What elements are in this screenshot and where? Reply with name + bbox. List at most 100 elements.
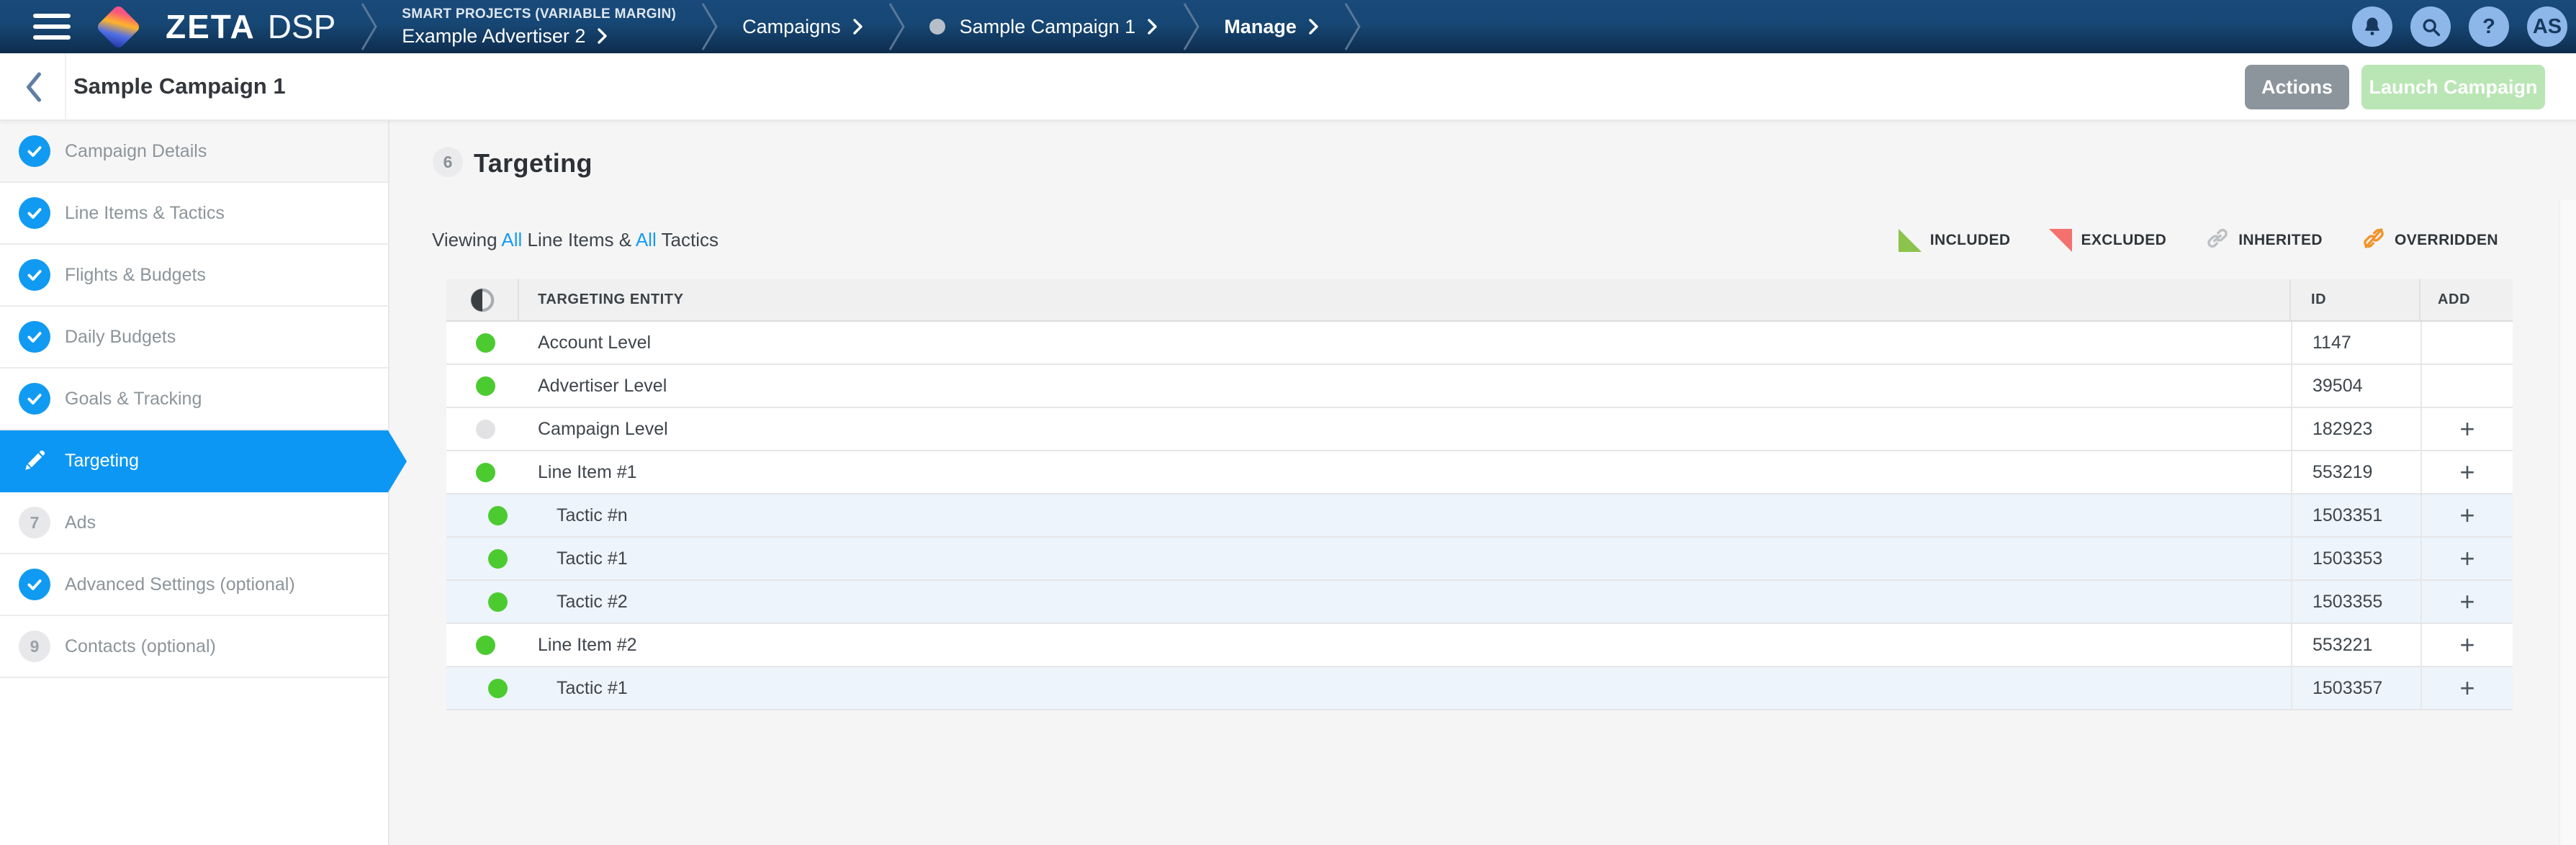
table-header-status [446, 279, 519, 320]
check-circle-icon [19, 569, 50, 600]
avatar[interactable]: AS [2527, 6, 2567, 47]
campaign-steps-sidebar: Campaign Details Line Items & Tactics Fl… [0, 121, 407, 845]
status-dot [476, 333, 495, 353]
chevron-right-icon [852, 19, 863, 35]
sidebar-item-label: Flights & Budgets [65, 264, 206, 285]
step-number-badge: 6 [433, 147, 463, 177]
entity-id: 1503353 [2291, 538, 2420, 579]
viewing-filter-line: Viewing All Line Items & All Tactics [432, 229, 719, 251]
add-targeting-button[interactable]: + [2459, 414, 2475, 443]
breadcrumb-manage[interactable]: Manage [1224, 16, 1319, 38]
avatar-initials: AS [2532, 14, 2562, 38]
search-button[interactable] [2410, 6, 2451, 47]
status-dot [476, 419, 495, 439]
top-nav: ZETA DSP SMART PROJECTS (VARIABLE MARGIN… [0, 0, 2576, 53]
entity-id: 1503351 [2291, 494, 2420, 536]
targeting-table: TARGETING ENTITY ID ADD Account Level 11… [446, 279, 2513, 710]
help-button[interactable]: ? [2469, 6, 2509, 47]
entity-id: 1503357 [2291, 667, 2420, 709]
sidebar-item-daily-budgets[interactable]: Daily Budgets [0, 307, 388, 369]
sidebar-item-goals-tracking[interactable]: Goals & Tracking [0, 369, 388, 430]
scrollbar[interactable] [2559, 200, 2576, 845]
entity-id: 553221 [2291, 624, 2420, 666]
entity-label: Line Item #1 [538, 461, 637, 482]
page-title: Sample Campaign 1 [73, 73, 286, 99]
table-header-add: ADD [2438, 292, 2471, 307]
table-row[interactable]: Tactic #2 1503355 + [446, 581, 2513, 624]
chevron-right-icon [1148, 19, 1158, 35]
entity-label: Line Item #2 [538, 634, 637, 655]
sidebar-item-contacts-optional[interactable]: 9 Contacts (optional) [0, 616, 388, 678]
status-dot [488, 505, 508, 525]
add-targeting-button[interactable]: + [2459, 673, 2475, 702]
breadcrumb-separator-icon [701, 3, 718, 50]
legend-label: OVERRIDDEN [2394, 231, 2498, 248]
chain-link-icon [2205, 226, 2230, 254]
breadcrumb-advertiser[interactable]: SMART PROJECTS (VARIABLE MARGIN) Example… [402, 6, 676, 48]
chevron-right-icon [598, 28, 608, 44]
add-targeting-button[interactable]: + [2459, 587, 2475, 616]
chevron-left-icon [27, 72, 41, 102]
sidebar-item-campaign-details[interactable]: Campaign Details [0, 121, 388, 183]
table-row[interactable]: Advertiser Level 39504 [446, 365, 2513, 408]
table-row[interactable]: Account Level 1147 [446, 322, 2513, 365]
sidebar-item-flights-budgets[interactable]: Flights & Budgets [0, 245, 388, 307]
table-row[interactable]: Line Item #2 553221 + [446, 624, 2513, 667]
entity-id: 1147 [2291, 322, 2420, 363]
breadcrumb-advertiser-label: Example Advertiser 2 [402, 24, 586, 47]
table-row[interactable]: Tactic #1 1503357 + [446, 667, 2513, 710]
sidebar-item-label: Goals & Tracking [65, 388, 202, 409]
notifications-button[interactable] [2352, 6, 2392, 47]
included-triangle-icon [1898, 228, 1922, 252]
check-circle-icon [19, 383, 50, 415]
sidebar-item-ads[interactable]: 7 Ads [0, 492, 388, 554]
entity-label: Advertiser Level [538, 375, 667, 396]
sidebar-item-advanced-settings-optional[interactable]: Advanced Settings (optional) [0, 554, 388, 616]
sidebar-item-label: Daily Budgets [65, 326, 176, 347]
brand-dsp: DSP [267, 8, 336, 45]
breadcrumb-campaign[interactable]: Sample Campaign 1 [929, 16, 1158, 38]
check-circle-icon [19, 321, 50, 353]
filter-all-tactics-link[interactable]: All [635, 229, 657, 250]
legend-item: INHERITED [2205, 226, 2323, 254]
viewing-prefix: Viewing [432, 229, 497, 250]
zeta-logo-icon[interactable] [95, 4, 141, 50]
question-mark-icon: ? [2482, 14, 2495, 38]
table-row[interactable]: Tactic #1 1503353 + [446, 538, 2513, 581]
half-circle-contrast-icon [470, 288, 494, 312]
table-header-id: ID [2291, 279, 2420, 320]
status-dot-icon [929, 19, 945, 35]
entity-label: Tactic #1 [557, 677, 628, 698]
brand-zeta: ZETA [166, 8, 256, 45]
breadcrumb-campaigns[interactable]: Campaigns [742, 16, 863, 38]
chain-broken-icon [2361, 226, 2386, 254]
hamburger-menu-icon[interactable] [33, 14, 71, 40]
table-row[interactable]: Line Item #1 553219 + [446, 451, 2513, 494]
back-button[interactable] [24, 72, 43, 106]
add-targeting-button[interactable]: + [2459, 543, 2475, 573]
sidebar-item-line-items-tactics[interactable]: Line Items & Tactics [0, 183, 388, 245]
legend-item: INCLUDED [1898, 228, 2011, 252]
legend-label: INCLUDED [1929, 231, 2011, 248]
table-row[interactable]: Campaign Level 182923 + [446, 408, 2513, 451]
add-targeting-button[interactable]: + [2459, 630, 2475, 659]
breadcrumb-manage-label: Manage [1224, 15, 1297, 37]
add-targeting-button[interactable]: + [2459, 500, 2475, 530]
step-number-circle: 9 [19, 631, 50, 662]
filter-all-line-items-link[interactable]: All [501, 229, 523, 250]
breadcrumb-separator-icon [361, 3, 378, 50]
campaign-header-bar: Sample Campaign 1 Actions Launch Campaig… [0, 53, 2576, 121]
viewing-suffix: Tactics [661, 229, 719, 250]
viewing-middle: Line Items & [527, 229, 632, 250]
sidebar-item-targeting[interactable]: Targeting [0, 430, 407, 492]
launch-campaign-button[interactable]: Launch Campaign [2361, 65, 2545, 109]
status-dot [488, 548, 508, 569]
breadcrumb-separator-icon [1184, 3, 1200, 50]
actions-button[interactable]: Actions [2245, 65, 2349, 109]
section-heading: Targeting [474, 148, 593, 178]
entity-id: 553219 [2291, 451, 2420, 493]
entity-label: Tactic #n [557, 505, 628, 525]
add-targeting-button[interactable]: + [2459, 457, 2475, 487]
table-row[interactable]: Tactic #n 1503351 + [446, 494, 2513, 538]
excluded-triangle-icon [2049, 228, 2073, 252]
